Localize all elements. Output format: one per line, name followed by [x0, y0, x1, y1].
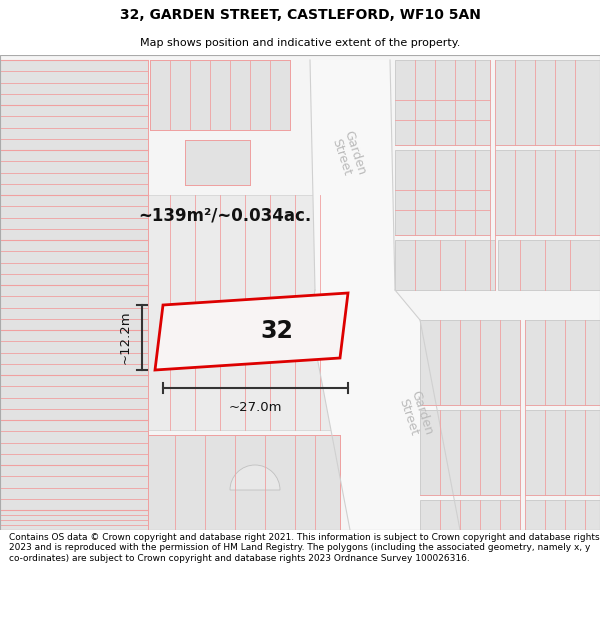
Text: Contains OS data © Crown copyright and database right 2021. This information is : Contains OS data © Crown copyright and d… [9, 533, 599, 562]
Polygon shape [0, 375, 148, 420]
Polygon shape [0, 465, 148, 510]
Polygon shape [185, 140, 250, 185]
Text: Map shows position and indicative extent of the property.: Map shows position and indicative extent… [140, 38, 460, 48]
Wedge shape [230, 465, 280, 490]
Polygon shape [525, 320, 600, 405]
Polygon shape [0, 60, 148, 105]
Polygon shape [310, 290, 420, 320]
Text: ~139m²/~0.034ac.: ~139m²/~0.034ac. [139, 206, 311, 224]
Polygon shape [395, 150, 490, 235]
Text: ~27.0m: ~27.0m [229, 401, 282, 414]
Polygon shape [495, 150, 600, 235]
Polygon shape [150, 60, 290, 130]
Polygon shape [525, 410, 600, 495]
Polygon shape [0, 510, 148, 530]
Polygon shape [0, 105, 148, 150]
Polygon shape [0, 240, 148, 285]
Polygon shape [420, 410, 520, 495]
Polygon shape [0, 420, 148, 465]
Text: Garden
Street: Garden Street [395, 389, 436, 441]
Polygon shape [498, 240, 600, 290]
Polygon shape [495, 60, 600, 145]
Text: 32, GARDEN STREET, CASTLEFORD, WF10 5AN: 32, GARDEN STREET, CASTLEFORD, WF10 5AN [119, 8, 481, 22]
Polygon shape [420, 500, 520, 530]
Polygon shape [0, 150, 148, 195]
Polygon shape [0, 285, 148, 330]
Text: ~12.2m: ~12.2m [119, 311, 132, 364]
Polygon shape [155, 293, 348, 370]
Polygon shape [395, 240, 495, 290]
Polygon shape [0, 330, 148, 375]
Polygon shape [310, 320, 460, 530]
Polygon shape [310, 60, 395, 290]
Text: Garden
Street: Garden Street [328, 129, 368, 181]
Polygon shape [148, 195, 340, 430]
Polygon shape [148, 435, 340, 530]
Polygon shape [0, 195, 148, 240]
Polygon shape [420, 320, 520, 405]
Polygon shape [525, 500, 600, 530]
Polygon shape [395, 60, 490, 145]
Text: 32: 32 [260, 319, 293, 344]
